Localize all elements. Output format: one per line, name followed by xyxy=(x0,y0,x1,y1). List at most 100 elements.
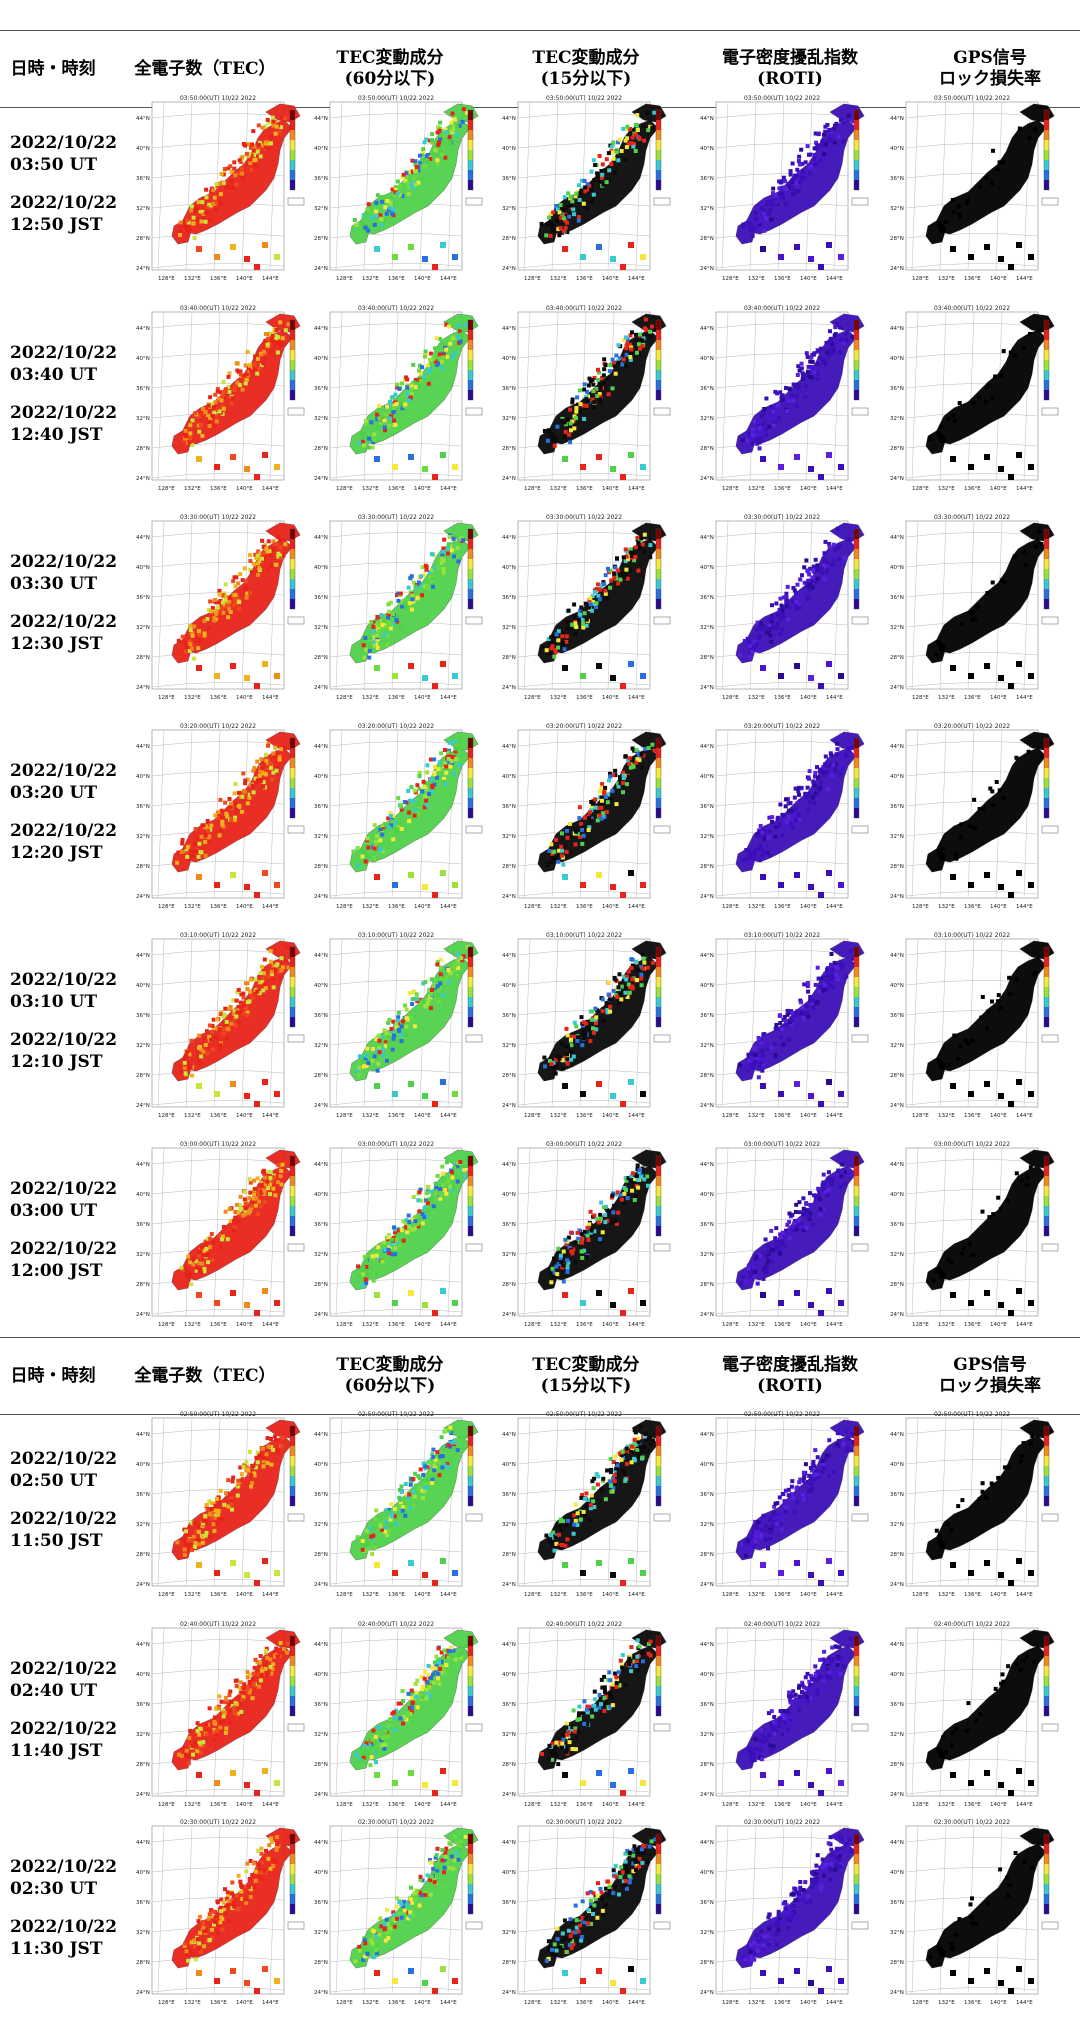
map-timestamp: 02:40:00(UT) 10/22 2022 xyxy=(546,1621,622,1628)
map-roti: 44°N 40°N 36°N 32°N 28°N 24°N 128°E 132°E 136°E 1… xyxy=(698,513,878,703)
lon-label: 128°E xyxy=(912,1322,929,1328)
lon-label: 128°E xyxy=(158,904,175,910)
lon-label: 144°E xyxy=(826,1322,843,1328)
lon-label: 136°E xyxy=(576,904,593,910)
lat-label: 28°N xyxy=(890,1552,904,1558)
lat-label: 36°N xyxy=(890,595,904,601)
lat-label: 40°N xyxy=(700,1192,714,1198)
lat-label: 32°N xyxy=(314,1043,328,1049)
lon-label: 144°E xyxy=(440,486,457,492)
lon-label: 132°E xyxy=(748,276,765,282)
map-tec: 44°N 40°N 36°N 32°N 28°N 24°N 128°E 132°E 136°E 1… xyxy=(134,513,314,703)
lon-label: 132°E xyxy=(362,2000,379,2006)
lat-label: 44°N xyxy=(314,1642,328,1648)
lon-label: 132°E xyxy=(362,904,379,910)
map-timestamp: 03:40:00(UT) 10/22 2022 xyxy=(180,305,256,312)
lat-label: 28°N xyxy=(136,446,150,452)
lat-label: 44°N xyxy=(890,326,904,332)
datetime-jst: 2022/10/22 11:40 JST xyxy=(10,1719,118,1761)
lon-label: 132°E xyxy=(184,1592,201,1598)
lat-label: 40°N xyxy=(314,356,328,362)
data-row: 2022/10/22 03:00 UT 2022/10/22 12:00 JST 4… xyxy=(0,1130,1080,1339)
lat-label: 24°N xyxy=(700,1312,714,1318)
header-dtec-60: TEC変動成分 (60分以下) xyxy=(300,1337,480,1415)
lat-label: 44°N xyxy=(700,1840,714,1846)
map-tec: 44°N 40°N 36°N 32°N 28°N 24°N 128°E 132°E 136°E 1… xyxy=(134,931,314,1121)
lon-label: 136°E xyxy=(210,695,227,701)
lat-label: 40°N xyxy=(502,1672,516,1678)
lat-label: 36°N xyxy=(136,804,150,810)
lat-label: 36°N xyxy=(314,1702,328,1708)
lon-label: 136°E xyxy=(964,486,981,492)
map-tec: 44°N 40°N 36°N 32°N 28°N 24°N 128°E 132°E 136°E 1… xyxy=(134,94,314,284)
lon-label: 132°E xyxy=(938,904,955,910)
map-timestamp: 03:20:00(UT) 10/22 2022 xyxy=(358,723,434,730)
lon-label: 128°E xyxy=(912,904,929,910)
map-tec: 44°N 40°N 36°N 32°N 28°N 24°N 128°E 132°E 136°E 1… xyxy=(134,1410,314,1600)
lon-label: 140°E xyxy=(236,276,253,282)
lat-label: 28°N xyxy=(502,1073,516,1079)
lon-label: 128°E xyxy=(336,1113,353,1119)
datetime-cell: 2022/10/22 03:30 UT 2022/10/22 12:30 JST xyxy=(0,503,117,712)
map-timestamp: 03:50:00(UT) 10/22 2022 xyxy=(934,95,1010,102)
header-tec: 全電子数（TEC） xyxy=(134,1365,276,1386)
lon-label: 136°E xyxy=(210,1592,227,1598)
lat-label: 28°N xyxy=(700,655,714,661)
lon-label: 128°E xyxy=(336,276,353,282)
lat-label: 32°N xyxy=(314,206,328,212)
lon-label: 136°E xyxy=(964,276,981,282)
lon-label: 140°E xyxy=(990,904,1007,910)
datetime-cell: 2022/10/22 03:10 UT 2022/10/22 12:10 JST xyxy=(0,921,117,1130)
lon-label: 140°E xyxy=(800,1322,817,1328)
lon-label: 144°E xyxy=(1016,276,1033,282)
lat-label: 32°N xyxy=(314,625,328,631)
lon-label: 132°E xyxy=(362,1802,379,1808)
map-timestamp: 03:00:00(UT) 10/22 2022 xyxy=(934,1141,1010,1148)
lat-label: 24°N xyxy=(700,685,714,691)
lon-label: 144°E xyxy=(1016,1802,1033,1808)
lat-label: 40°N xyxy=(136,1870,150,1876)
map-timestamp: 03:50:00(UT) 10/22 2022 xyxy=(358,95,434,102)
map-d60: 44°N 40°N 36°N 32°N 28°N 24°N 128°E 132°E 136°E 1… xyxy=(312,1818,492,2008)
lon-label: 136°E xyxy=(964,1802,981,1808)
lon-label: 144°E xyxy=(826,695,843,701)
lat-label: 28°N xyxy=(700,1073,714,1079)
lon-label: 136°E xyxy=(964,1322,981,1328)
lat-label: 40°N xyxy=(700,774,714,780)
lon-label: 136°E xyxy=(576,1322,593,1328)
datetime-ut: 2022/10/22 03:50 UT xyxy=(10,133,118,175)
map-timestamp: 03:20:00(UT) 10/22 2022 xyxy=(546,723,622,730)
lat-label: 40°N xyxy=(700,565,714,571)
lat-label: 28°N xyxy=(502,655,516,661)
map-timestamp: 02:30:00(UT) 10/22 2022 xyxy=(744,1819,820,1826)
lon-label: 132°E xyxy=(938,695,955,701)
map-d15: 44°N 40°N 36°N 32°N 28°N 24°N 128°E 132°E 136°E 1… xyxy=(500,1410,680,1600)
lat-label: 32°N xyxy=(700,834,714,840)
lon-label: 136°E xyxy=(774,1592,791,1598)
header-loss-of-lock: GPS信号 ロック損失率 xyxy=(900,1337,1080,1415)
lat-label: 24°N xyxy=(314,266,328,272)
lon-label: 140°E xyxy=(236,486,253,492)
map-timestamp: 03:40:00(UT) 10/22 2022 xyxy=(358,305,434,312)
lat-label: 36°N xyxy=(502,804,516,810)
lat-label: 32°N xyxy=(700,1522,714,1528)
lat-label: 40°N xyxy=(314,1672,328,1678)
lon-label: 136°E xyxy=(210,1322,227,1328)
lat-label: 24°N xyxy=(136,1990,150,1996)
lat-label: 32°N xyxy=(890,416,904,422)
lon-label: 128°E xyxy=(524,1592,541,1598)
lon-label: 140°E xyxy=(414,2000,431,2006)
lon-label: 128°E xyxy=(524,695,541,701)
lon-label: 128°E xyxy=(722,695,739,701)
map-lol: 44°N 40°N 36°N 32°N 28°N 24°N 128°E 132°E 136°E 1… xyxy=(888,1818,1068,2008)
map-tec: 44°N 40°N 36°N 32°N 28°N 24°N 128°E 132°E 136°E 1… xyxy=(134,1140,314,1330)
lon-label: 136°E xyxy=(388,695,405,701)
lon-label: 128°E xyxy=(912,1592,929,1598)
lon-label: 144°E xyxy=(826,904,843,910)
column-header-row: 日時・時刻 全電子数（TEC） TEC変動成分 (60分以下) TEC変動成分 (15分以… xyxy=(0,1337,1080,1415)
lon-label: 136°E xyxy=(388,2000,405,2006)
lon-label: 140°E xyxy=(602,1113,619,1119)
lat-label: 36°N xyxy=(890,1900,904,1906)
lat-label: 32°N xyxy=(700,1930,714,1936)
lat-label: 44°N xyxy=(136,1162,150,1168)
